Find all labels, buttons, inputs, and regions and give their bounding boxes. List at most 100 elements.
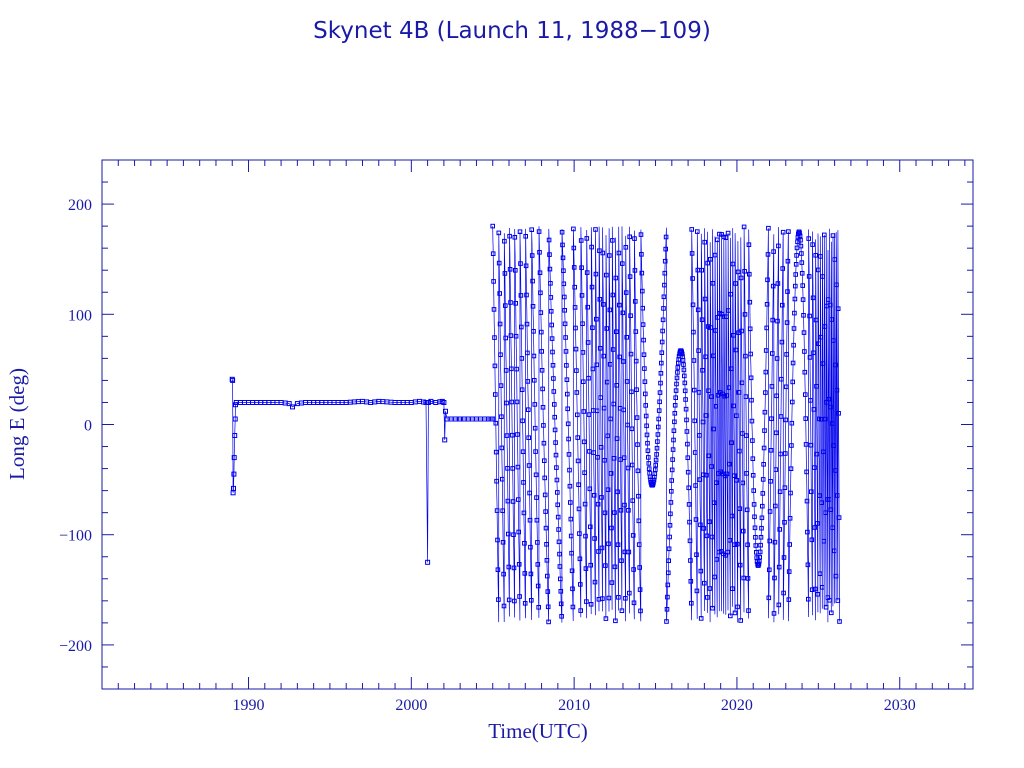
data-point bbox=[800, 283, 806, 288]
data-point bbox=[671, 437, 676, 443]
data-point bbox=[656, 408, 662, 413]
data-point bbox=[734, 541, 740, 547]
data-point bbox=[827, 302, 833, 308]
data-point bbox=[809, 489, 814, 494]
data-point bbox=[631, 567, 636, 572]
data-point bbox=[499, 414, 504, 419]
data-point bbox=[544, 558, 550, 563]
data-point bbox=[571, 265, 577, 270]
data-point bbox=[528, 544, 533, 550]
data-point bbox=[713, 328, 718, 333]
data-point bbox=[587, 449, 592, 454]
data-point bbox=[230, 377, 236, 383]
data-point bbox=[604, 272, 609, 278]
data-point bbox=[750, 473, 756, 478]
data-point bbox=[747, 299, 753, 305]
data-point bbox=[773, 467, 779, 472]
data-point bbox=[634, 387, 639, 392]
data-point bbox=[518, 293, 524, 298]
data-point bbox=[669, 478, 675, 483]
data-point bbox=[711, 426, 717, 432]
data-point bbox=[618, 508, 624, 513]
data-point bbox=[737, 448, 742, 454]
data-point bbox=[616, 595, 621, 600]
data-point bbox=[612, 510, 617, 515]
data-point bbox=[834, 387, 840, 393]
data-point bbox=[734, 478, 740, 483]
data-point bbox=[634, 415, 640, 420]
data-point bbox=[710, 605, 715, 611]
data-point bbox=[760, 477, 766, 482]
data-point bbox=[815, 521, 820, 526]
data-point bbox=[539, 329, 544, 335]
data-point bbox=[715, 315, 721, 320]
data-point bbox=[526, 463, 532, 468]
data-point bbox=[637, 565, 643, 570]
data-point bbox=[630, 498, 636, 503]
data-point bbox=[570, 586, 575, 592]
data-point bbox=[588, 524, 593, 530]
data-point bbox=[806, 236, 812, 241]
data-point bbox=[756, 561, 762, 567]
data-point bbox=[713, 404, 719, 409]
data-point bbox=[593, 271, 599, 277]
data-point bbox=[512, 235, 518, 240]
data-point bbox=[520, 418, 525, 424]
data-point bbox=[589, 244, 594, 250]
data-point bbox=[496, 230, 502, 236]
data-point bbox=[692, 387, 697, 393]
data-point bbox=[813, 253, 819, 258]
data-point bbox=[668, 500, 674, 505]
data-point bbox=[733, 347, 739, 353]
data-point bbox=[835, 306, 841, 311]
y-axis-label: Long E (deg) bbox=[5, 368, 29, 480]
data-point bbox=[617, 302, 622, 308]
data-point bbox=[779, 376, 784, 382]
data-point bbox=[566, 436, 571, 442]
data-point bbox=[572, 284, 578, 290]
data-point bbox=[761, 445, 767, 451]
data-point bbox=[744, 471, 750, 476]
data-point bbox=[745, 576, 751, 581]
data-point bbox=[598, 445, 604, 450]
data-point bbox=[569, 550, 574, 556]
data-point bbox=[749, 418, 755, 424]
data-point bbox=[682, 373, 687, 379]
data-point bbox=[663, 246, 669, 252]
data-point bbox=[767, 509, 773, 514]
data-point bbox=[610, 347, 616, 352]
data-point bbox=[495, 567, 501, 573]
data-point bbox=[673, 388, 679, 393]
data-point bbox=[803, 442, 809, 447]
data-point bbox=[800, 297, 806, 302]
data-point bbox=[593, 227, 598, 232]
data-point bbox=[231, 455, 237, 461]
data-point bbox=[733, 281, 738, 286]
data-point bbox=[778, 414, 784, 419]
data-point bbox=[764, 302, 770, 307]
data-point bbox=[832, 548, 837, 554]
data-point bbox=[703, 354, 708, 360]
data-point bbox=[737, 506, 743, 511]
data-point bbox=[778, 451, 783, 457]
data-point bbox=[282, 400, 288, 406]
data-point bbox=[698, 522, 703, 528]
data-point bbox=[774, 356, 780, 361]
data-point bbox=[816, 341, 822, 346]
data-point bbox=[759, 525, 764, 531]
data-point bbox=[490, 223, 495, 229]
data-point bbox=[823, 604, 829, 610]
data-point bbox=[521, 510, 527, 516]
data-point bbox=[509, 399, 515, 405]
data-point bbox=[724, 471, 730, 477]
data-point bbox=[554, 465, 559, 470]
data-point bbox=[602, 510, 608, 516]
data-point bbox=[682, 380, 688, 386]
data-point bbox=[591, 450, 597, 455]
data-point bbox=[511, 532, 516, 538]
data-point bbox=[768, 479, 773, 484]
data-point bbox=[583, 566, 589, 571]
data-point bbox=[729, 513, 735, 519]
data-point bbox=[821, 538, 827, 544]
data-point bbox=[833, 468, 838, 473]
